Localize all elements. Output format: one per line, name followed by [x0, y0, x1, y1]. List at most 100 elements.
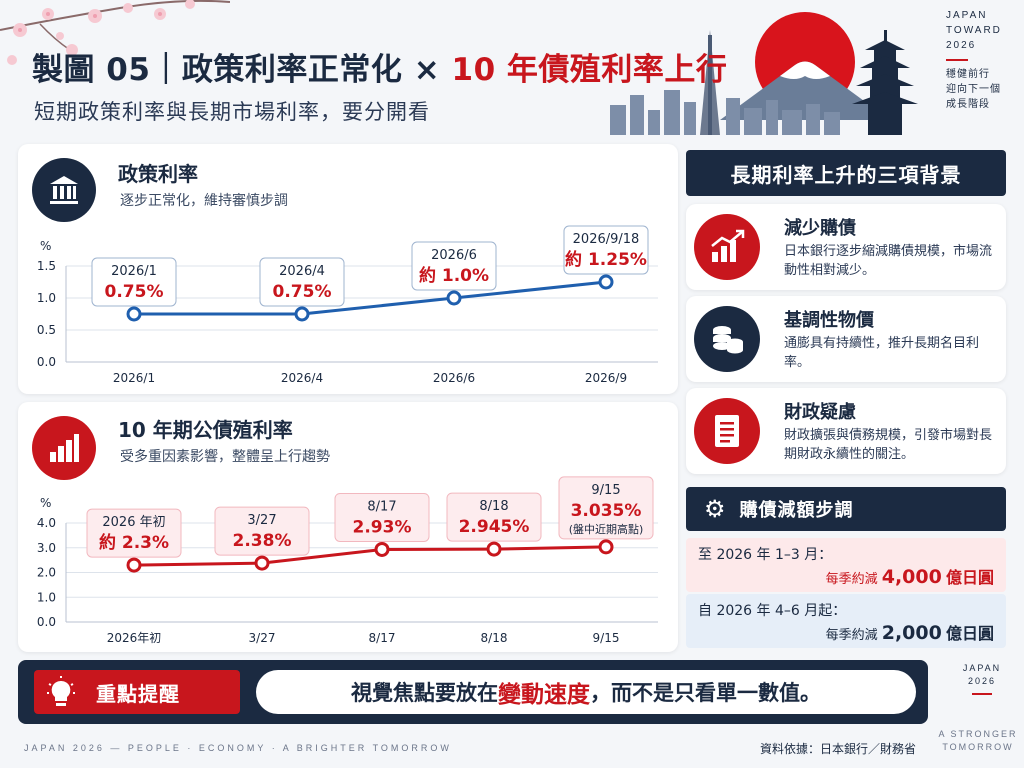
gear-icon: ⚙ — [704, 495, 726, 523]
y-tick-label: 1.0 — [37, 590, 56, 604]
title-prefix: 製圖 05｜政策利率正常化 × — [32, 52, 452, 88]
brand-line: TOWARD — [946, 25, 1002, 36]
callout-box — [259, 257, 345, 307]
x-tick-label: 2026/9 — [585, 371, 627, 385]
callout-date: 2026/6 — [431, 248, 477, 263]
data-point — [126, 557, 142, 573]
reason-card-inflation: 基調性物價 通膨具有持續性，推升長期名目利率。 — [686, 296, 1006, 382]
callout-date: 2026/9/18 — [573, 232, 640, 247]
callout-value: 約 2.3% — [99, 532, 169, 553]
data-point — [374, 541, 390, 557]
taper-unit: 億日圓 — [945, 624, 994, 643]
sakura-decoration — [0, 0, 230, 65]
taper-prefix: 每季約減 — [825, 572, 878, 587]
callout-box — [334, 492, 430, 542]
callout-value: 0.75% — [273, 282, 332, 302]
key-point-label: 重點提醒 — [96, 681, 180, 706]
callout-box — [563, 225, 649, 275]
brand-tagline: A STRONGER TOMORROW — [936, 728, 1020, 754]
document-icon — [694, 398, 760, 464]
brand-line: JAPAN — [946, 10, 988, 21]
taper-amount-line: 每季約減 2,000 億日圓 — [698, 620, 994, 644]
taper-prefix: 每季約減 — [825, 628, 878, 643]
reason-card-fiscal: 財政疑慮 財政擴張與債務規模，引發市場對長期財政永續性的關注。 — [686, 388, 1006, 474]
taper-heading: ⚙ 購債減額步調 — [686, 487, 1006, 531]
brand-top-right: JAPAN TOWARD 2026 穩健前行 迎向下一個 成長階段 — [946, 8, 1016, 112]
key-point-msg-highlight: 變動速度 — [498, 682, 590, 708]
key-point-bar: 重點提醒 視覺焦點要放在 變動速度 ，而不是只看單一數值。 — [18, 660, 928, 724]
x-tick-label: 8/17 — [369, 631, 396, 645]
taper-step-2: 自 2026 年 4–6 月起： 每季約減 2,000 億日圓 — [686, 594, 1006, 648]
taper-amount: 4,000 — [881, 566, 942, 588]
brand-bottom-right: JAPAN 2026 — [952, 662, 1012, 700]
callout-box — [86, 508, 182, 558]
x-tick-label: 2026/6 — [433, 371, 475, 385]
x-tick-label: 2026/1 — [113, 371, 155, 385]
taper-step-1: 至 2026 年 1–3 月： 每季約減 4,000 億日圓 — [686, 538, 1006, 592]
taper-amount: 2,000 — [881, 622, 942, 644]
callout-note: (盤中近期高點) — [569, 522, 644, 536]
brand-divider — [972, 693, 992, 695]
reason-desc: 日本銀行逐步縮減購債規模，市場流動性相對減少。 — [784, 244, 993, 278]
reason-title: 財政疑慮 — [784, 402, 856, 423]
brand-tag-line: TOMORROW — [942, 742, 1014, 752]
brand-line: 2026 — [967, 676, 997, 686]
key-point-label-box: 重點提醒 — [34, 670, 240, 714]
callout-value: 0.75% — [105, 282, 164, 302]
data-point — [294, 306, 310, 322]
brand-zh-line: 成長階段 — [946, 99, 990, 110]
policy-card-subtitle: 逐步正常化，維持審慎步調 — [120, 193, 288, 209]
callout-date: 2026 年初 — [102, 515, 165, 530]
callout-box — [411, 241, 497, 291]
y-tick-label: 0.0 — [37, 615, 56, 629]
brand-line: JAPAN — [962, 663, 1002, 673]
reason-desc: 財政擴張與債務規模，引發市場對長期財政永續性的關注。 — [784, 428, 993, 462]
x-tick-label: 2026年初 — [107, 631, 162, 645]
reasons-heading: 長期利率上升的三項背景 — [686, 150, 1006, 196]
brand-zh-line: 穩健前行 — [946, 69, 990, 80]
key-point-msg-before: 視覺焦點要放在 — [351, 681, 498, 705]
policy-rate-card: 政策利率 逐步正常化，維持審慎步調 % 0.0 0.5 1.0 1.5 2026/1 202… — [18, 144, 678, 394]
callout-value: 約 1.25% — [565, 249, 647, 270]
series-line — [133, 545, 607, 567]
jgb-yield-chart: % 0.0 1.0 2.0 3.0 4.0 2026年初 3/27 8/17 8/18 9/15 20… — [37, 476, 658, 645]
y-tick-label: 4.0 — [37, 516, 56, 530]
policy-card-title: 政策利率 — [118, 162, 198, 186]
reason-desc: 通膨具有持續性，推升長期名目利率。 — [784, 336, 980, 370]
jgb-card-title: 10 年期公債殖利率 — [118, 418, 293, 442]
page-title: 製圖 05｜政策利率正常化 × 10 年債殖利率上行 — [32, 44, 727, 89]
x-tick-label: 9/15 — [593, 631, 620, 645]
reason-title: 基調性物價 — [784, 310, 874, 331]
data-point — [446, 290, 462, 306]
jgb-yield-card: 10 年期公債殖利率 受多重因素影響，整體呈上行趨勢 % 0.0 1.0 2.0 3.0… — [18, 402, 678, 652]
callout-box — [91, 257, 177, 307]
callout-date: 3/27 — [247, 513, 276, 528]
bank-icon — [32, 158, 96, 222]
callout-value: 3.035% — [571, 501, 642, 521]
callout-date: 2026/1 — [111, 264, 157, 279]
callout-date: 8/17 — [367, 499, 396, 514]
y-tick-label: 0.5 — [37, 323, 56, 337]
bar-chart-icon — [32, 416, 96, 480]
taper-period: 至 2026 年 1–3 月： — [698, 547, 833, 563]
title-highlight: 10 年債殖利率上行 — [451, 52, 728, 88]
footer-tagline: JAPAN 2026 — PEOPLE · ECONOMY · A BRIGHT… — [24, 743, 452, 753]
y-tick-label: 1.0 — [37, 291, 56, 305]
data-point — [126, 306, 142, 322]
y-tick-label: 1.5 — [37, 259, 56, 273]
callout-box — [214, 506, 310, 556]
coins-icon — [694, 306, 760, 372]
callout-box — [558, 476, 654, 540]
skyline-illustration — [610, 12, 918, 135]
callout-box — [446, 492, 542, 542]
y-axis-unit: % — [40, 239, 51, 253]
data-point — [254, 555, 270, 571]
taper-period: 自 2026 年 4–6 月起： — [698, 603, 847, 619]
jgb-card-subtitle: 受多重因素影響，整體呈上行趨勢 — [120, 449, 330, 465]
callout-value: 2.93% — [353, 517, 412, 537]
key-point-message: 視覺焦點要放在 變動速度 ，而不是只看單一數值。 — [256, 670, 916, 714]
taper-unit: 億日圓 — [945, 568, 994, 587]
taper-heading-label: 購債減額步調 — [739, 500, 854, 521]
y-tick-label: 2.0 — [37, 566, 56, 580]
data-point — [598, 274, 614, 290]
